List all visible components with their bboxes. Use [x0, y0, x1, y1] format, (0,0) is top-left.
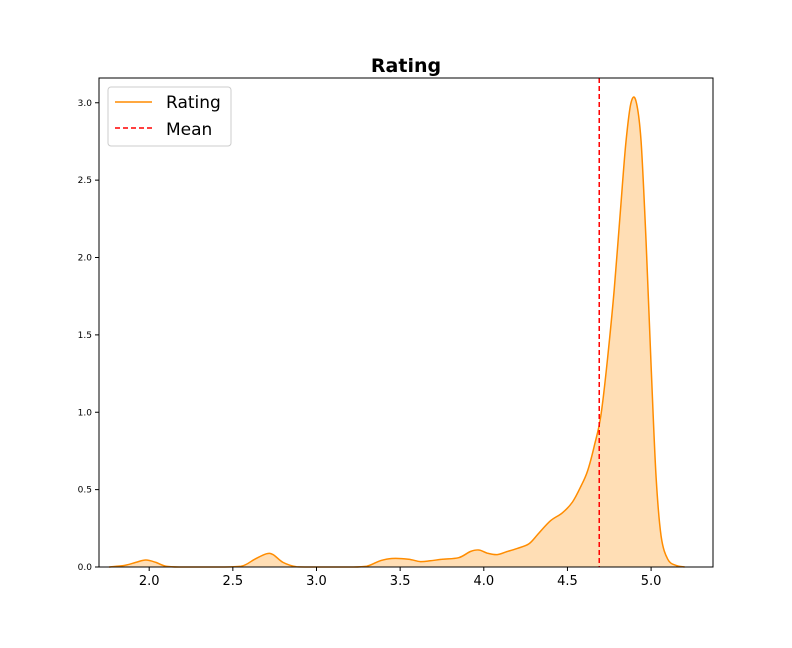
- y-tick-label: 0.0: [78, 563, 93, 573]
- x-tick-label: 4.0: [473, 574, 494, 589]
- x-tick-label: 4.5: [557, 574, 578, 589]
- x-tick-label: 2.5: [222, 574, 243, 589]
- y-tick-label: 2.5: [78, 176, 92, 186]
- x-tick-label: 3.5: [390, 574, 411, 589]
- plot-lines: [108, 78, 685, 568]
- chart-title: Rating: [371, 55, 441, 77]
- y-tick-label: 0.5: [78, 486, 92, 496]
- y-tick-label: 3.0: [78, 99, 93, 109]
- x-tick-label: 5.0: [641, 574, 662, 589]
- y-tick-label: 1.0: [78, 408, 93, 418]
- legend-label-rating: Rating: [166, 93, 221, 113]
- legend: Rating Mean: [107, 86, 232, 147]
- y-tick-label: 1.5: [78, 331, 92, 341]
- legend-label-mean: Mean: [166, 120, 212, 140]
- rating-kde-area: [109, 97, 685, 567]
- x-tick-label: 3.0: [306, 574, 327, 589]
- rating-kde-line: [108, 96, 685, 568]
- x-axis: 2.0 2.5 3.0 3.5 4.0 4.5 5.0: [139, 567, 662, 589]
- rating-area-fill: [109, 97, 685, 567]
- y-axis: 0.0 0.5 1.0 1.5 2.0 2.5 3.0: [78, 99, 99, 573]
- y-tick-label: 2.0: [78, 254, 93, 264]
- axes-frame: [98, 77, 714, 568]
- x-tick-label: 2.0: [139, 574, 160, 589]
